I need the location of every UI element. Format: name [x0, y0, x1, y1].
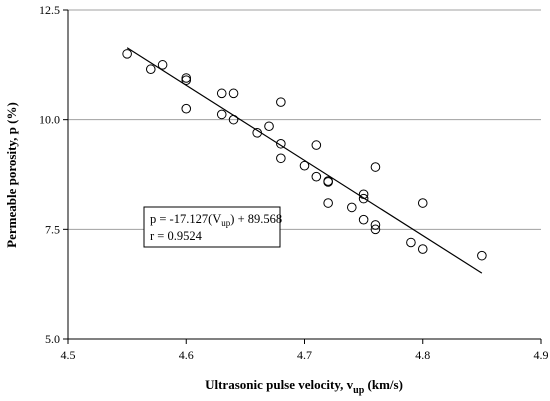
data-point-5 — [181, 103, 192, 114]
data-point-16 — [311, 140, 322, 150]
correlation-line: r = 0.9524 — [150, 229, 203, 243]
data-point-0 — [122, 49, 132, 59]
data-point-26 — [370, 220, 381, 230]
data-point-24 — [358, 214, 369, 225]
data-point-20 — [323, 198, 333, 208]
data-point-23 — [358, 193, 369, 204]
axes — [67, 10, 541, 340]
data-point-12 — [276, 97, 286, 107]
data-point-30 — [417, 244, 428, 254]
x-tick-label-2: 4.7 — [297, 348, 312, 362]
data-point-9 — [228, 114, 239, 125]
data-point-27 — [370, 224, 381, 235]
x-axis-title-subscript: up — [353, 385, 365, 396]
data-point-17 — [311, 171, 322, 182]
y-tick-label-0: 5.0 — [45, 332, 60, 346]
data-point-15 — [299, 160, 310, 171]
data-point-19 — [323, 177, 333, 187]
data-point-4 — [181, 75, 192, 85]
data-point-28 — [406, 237, 416, 248]
x-tick-label-3: 4.8 — [415, 348, 430, 362]
data-point-8 — [228, 88, 239, 99]
equation-line: p = -17.127(Vup) + 89.568 — [150, 212, 282, 228]
equation-suffix: ) + 89.568 — [230, 212, 282, 226]
x-tick-labels: 4.5 4.6 4.7 4.8 4.9 — [61, 339, 549, 362]
data-point-7 — [216, 109, 227, 120]
data-point-11 — [264, 121, 274, 132]
y-tick-label-1: 7.5 — [45, 222, 60, 236]
data-point-22 — [358, 189, 369, 200]
equation-box: p = -17.127(Vup) + 89.568 r = 0.9524 — [143, 206, 282, 248]
grid-lines — [68, 9, 541, 230]
data-point-2 — [157, 60, 168, 70]
y-tick-label-3: 12.5 — [39, 3, 60, 17]
x-tick-label-0: 4.5 — [61, 348, 76, 362]
y-tick-label-2: 10.0 — [39, 113, 60, 127]
data-point-25 — [370, 162, 381, 172]
regression-line — [126, 47, 483, 274]
data-point-21 — [347, 202, 357, 213]
y-axis-title: Permeable porosity, p (%) — [4, 102, 19, 248]
y-tick-labels: 5.0 7.5 10.0 12.5 — [39, 3, 68, 346]
x-axis-title: Ultrasonic pulse velocity, vup (km/s) — [205, 377, 403, 396]
x-tick-label-4: 4.9 — [534, 348, 549, 362]
x-tick-label-1: 4.6 — [179, 348, 194, 362]
fit-line-group — [126, 47, 483, 274]
data-point-10 — [252, 128, 263, 138]
data-points — [122, 49, 487, 261]
data-point-1 — [145, 64, 156, 75]
data-point-14 — [276, 153, 286, 164]
equation-subscript: up — [221, 218, 231, 228]
data-point-29 — [417, 198, 428, 208]
x-axis-title-unit: (km/s) — [364, 377, 403, 392]
data-point-13 — [276, 138, 286, 149]
data-point-31 — [477, 250, 487, 261]
data-point-6 — [216, 88, 227, 99]
data-point-3 — [181, 73, 192, 83]
